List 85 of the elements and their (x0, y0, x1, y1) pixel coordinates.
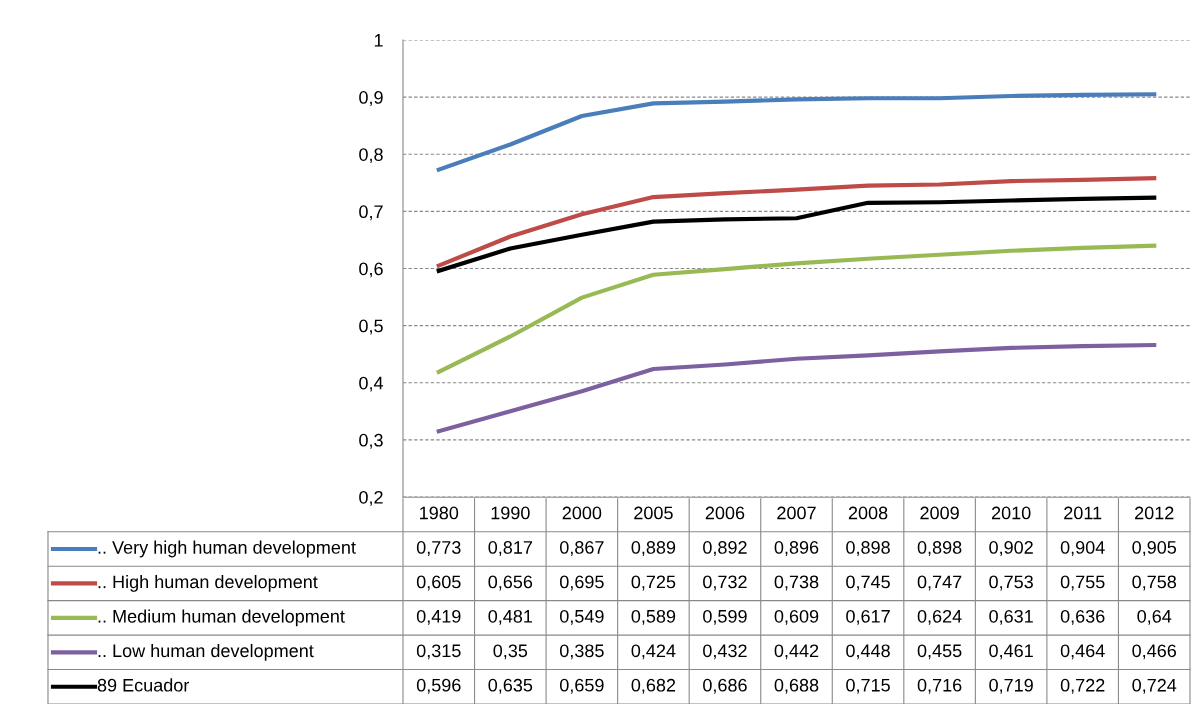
data-label: 0,695 (559, 575, 604, 591)
line-series (436, 176, 1157, 268)
data-label: 0,724 (1132, 678, 1177, 694)
data-label: 0,898 (846, 541, 890, 556)
data-label: 0,902 (989, 541, 1033, 556)
y-tick-label: 0,7 (359, 205, 383, 221)
data-label: 0,596 (416, 678, 461, 694)
y-tick-label: 0,5 (359, 319, 383, 335)
legend-label: .. Medium human development (98, 609, 345, 627)
legend-label: 89 Ecuador (97, 678, 190, 692)
data-label: 0,635 (488, 678, 533, 694)
data-label: 0,719 (989, 678, 1033, 694)
x-tick-label: 2000 (562, 506, 602, 520)
data-label: 0,656 (488, 575, 533, 591)
data-label: 0,904 (1060, 541, 1105, 556)
data-label: 0,64 (1137, 609, 1172, 625)
data-label: 0,889 (631, 541, 676, 556)
y-tick-label: 0,2 (359, 490, 383, 506)
x-tick-label: 1990 (491, 506, 530, 520)
data-label: 0,589 (631, 609, 676, 625)
data-label: 0,461 (989, 644, 1033, 660)
line-series (436, 195, 1157, 273)
y-tick-label: 0,9 (359, 91, 383, 106)
data-label: 0,745 (846, 575, 890, 591)
data-label: 0,867 (559, 541, 604, 556)
x-tick-label: 1980 (420, 506, 459, 520)
data-label: 0,686 (703, 678, 747, 694)
data-label: 0,455 (917, 644, 962, 660)
data-label: 0,753 (989, 575, 1033, 591)
data-label: 0,442 (774, 644, 819, 660)
y-tick-label: 0,8 (359, 148, 383, 164)
data-label: 0,636 (1060, 609, 1105, 625)
data-label: 0,738 (774, 575, 819, 591)
data-label: 0,688 (774, 678, 819, 694)
line-series (436, 92, 1157, 172)
data-label: 0,432 (703, 644, 747, 660)
data-label: 0,624 (917, 609, 962, 625)
data-label: 0,481 (488, 609, 533, 625)
data-label: 0,659 (559, 678, 604, 694)
data-label: 0,609 (774, 609, 819, 625)
data-label: 0,747 (917, 575, 962, 591)
data-label: 0,448 (846, 644, 890, 660)
data-label: 0,892 (703, 541, 747, 556)
x-tick-label: 2005 (634, 506, 673, 520)
x-tick-label: 2010 (991, 506, 1031, 520)
data-label: 0,715 (846, 678, 890, 694)
y-tick-label: 0,4 (359, 376, 384, 392)
data-label: 0,424 (631, 644, 676, 660)
line-series (436, 243, 1157, 374)
data-label: 0,817 (488, 541, 533, 556)
x-tick-label: 2008 (848, 506, 888, 520)
data-label: 0,732 (703, 575, 747, 591)
x-tick-label: 2007 (777, 506, 816, 520)
line-series (436, 342, 1157, 434)
data-label: 0,905 (1132, 541, 1177, 556)
data-label: 0,419 (416, 609, 461, 625)
data-label: 0,617 (846, 609, 890, 625)
legend-label: .. High human development (98, 575, 318, 592)
data-label: 0,898 (917, 541, 962, 556)
y-tick-label: 0,6 (359, 262, 383, 278)
data-label: 0,599 (703, 609, 747, 625)
data-label: 0,315 (416, 644, 461, 660)
x-tick-label: 2012 (1135, 506, 1174, 520)
x-tick-label: 2009 (920, 506, 959, 520)
y-tick-label: 1 (374, 34, 383, 47)
data-label: 0,631 (989, 609, 1033, 625)
data-label: 0,549 (559, 609, 604, 625)
legend-label: .. Low human development (98, 643, 314, 661)
y-tick-label: 0,3 (359, 433, 383, 449)
legend-label: .. Very high human development (98, 540, 356, 558)
data-label: 0,725 (631, 575, 676, 591)
data-label: 0,466 (1132, 644, 1177, 660)
data-label: 0,385 (559, 644, 604, 660)
data-label: 0,722 (1060, 678, 1105, 694)
data-label: 0,605 (416, 575, 461, 591)
data-label: 0,682 (631, 678, 676, 694)
data-label: 0,755 (1060, 575, 1105, 591)
data-label: 0,896 (774, 541, 819, 556)
x-tick-label: 2011 (1064, 506, 1102, 520)
data-label: 0,758 (1132, 575, 1177, 591)
data-label: 0,773 (416, 541, 461, 556)
data-label: 0,716 (917, 678, 962, 694)
data-label: 0,35 (493, 644, 528, 660)
x-tick-label: 2006 (705, 506, 745, 520)
data-label: 0,464 (1060, 644, 1105, 660)
